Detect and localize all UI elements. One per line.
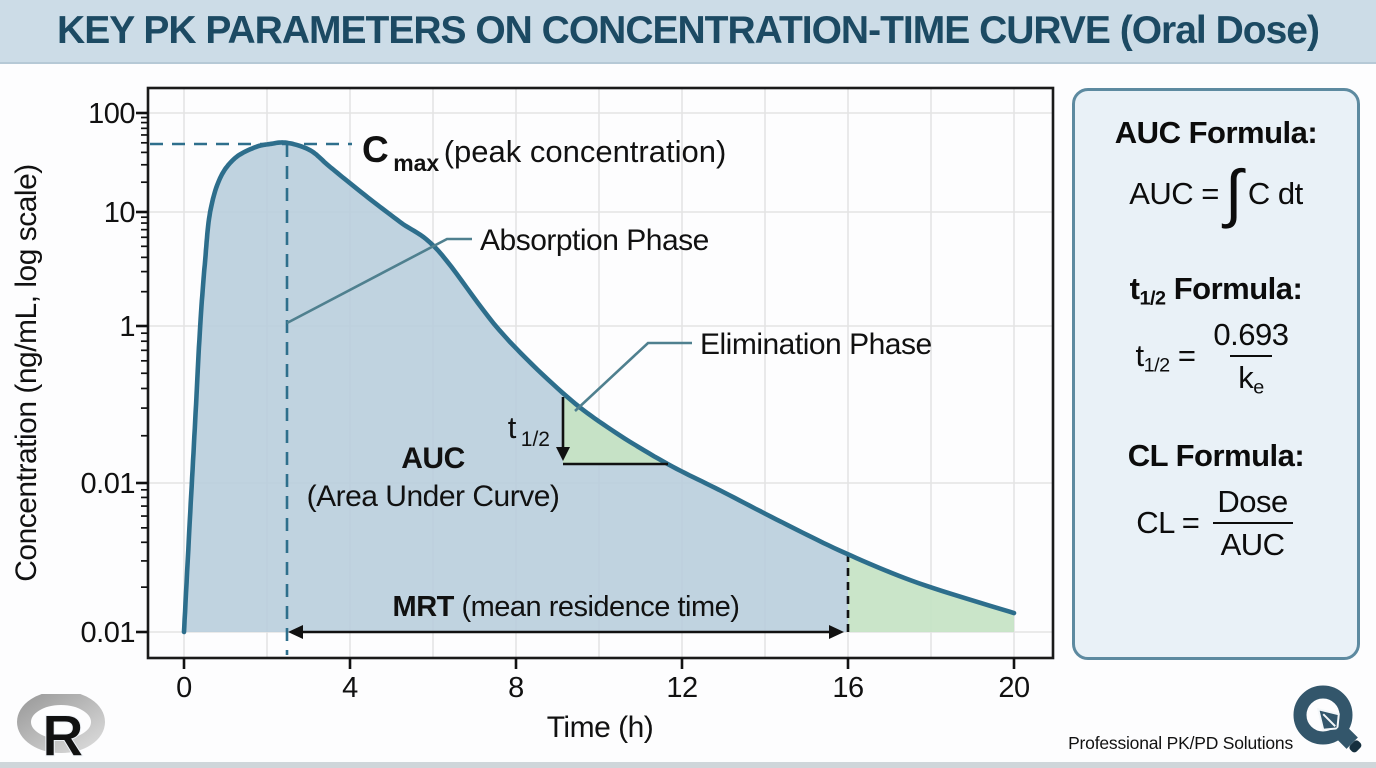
thalf-triangle-area (562, 393, 668, 465)
x-tick-label: 16 (832, 672, 863, 704)
q-logo-ring (1293, 685, 1353, 745)
auc-shaded-area (184, 142, 848, 632)
x-axis-title: Time (h) (547, 711, 654, 744)
auc-formula-heading: AUC Formula: (1114, 115, 1318, 150)
y-tick-label: 0.01 (81, 468, 135, 500)
x-tick-label: 20 (998, 672, 1029, 704)
cmax-reference-lines (150, 142, 352, 655)
cl-formula: CL = Dose AUC (1136, 484, 1296, 563)
title-bar: KEY PK PARAMETERS ON CONCENTRATION-TIME … (0, 0, 1376, 64)
cl-fraction: Dose AUC (1209, 484, 1295, 563)
x-tick-label: 4 (342, 672, 358, 704)
r-language-logo: R (17, 694, 105, 762)
y-tick-label: 0.01 (81, 617, 135, 649)
q-logo-pen (1316, 707, 1362, 753)
thalf-formula-heading: t1/2 Formula: (1129, 270, 1303, 310)
cmax-label: C max (peak concentration) (362, 129, 726, 176)
concentration-curve (181, 140, 1017, 635)
curve-line (181, 140, 1017, 635)
y-tick-label: 1 (119, 311, 135, 343)
thalf-label: t 1/2 (508, 410, 550, 451)
auc-formula: AUC = ∫ C dt (1129, 157, 1303, 229)
mrt-arrow (288, 625, 844, 639)
auc-sublabel: (Area Under Curve) (307, 480, 560, 513)
q-pen-logo (1293, 685, 1362, 753)
cl-formula-heading: CL Formula: (1127, 437, 1305, 473)
r-logo-letter: R (42, 704, 84, 762)
elimination-phase-label: Elimination Phase (700, 328, 932, 361)
page-title: KEY PK PARAMETERS ON CONCENTRATION-TIME … (57, 9, 1320, 52)
brand-text: Professional PK/PD Solutions (1068, 733, 1293, 753)
integral-symbol: ∫ (1224, 157, 1243, 229)
absorption-phase-label: Absorption Phase (480, 224, 709, 257)
auc-label: AUC (401, 442, 465, 475)
thalf-fraction: 0.693 ke (1213, 316, 1289, 399)
r-logo-ring (17, 694, 105, 753)
mrt-label: MRT (mean residence time) (393, 591, 740, 623)
y-tick-label: 100 (88, 98, 135, 130)
axis-tick-labels: 0 4 8 12 16 20 100 10 1 0.01 0.01 (81, 98, 1031, 704)
formula-panel: AUC Formula: AUC = ∫ C dt t1/2 Formula: … (1072, 88, 1360, 660)
x-tick-label: 8 (508, 672, 524, 704)
elimination-leader-line (574, 341, 692, 412)
bottom-divider (0, 762, 1376, 768)
thalf-marker (556, 397, 668, 466)
x-tick-label: 12 (666, 672, 697, 704)
y-tick-label: 10 (104, 197, 135, 229)
axis-ticks (136, 111, 1016, 669)
y-axis-title: Concentration (ng/mL, log scale) (10, 164, 43, 582)
absorption-leader-line (286, 237, 472, 325)
thalf-formula: t1/2 = 0.693 ke (1135, 316, 1296, 399)
x-tick-label: 0 (176, 672, 192, 704)
